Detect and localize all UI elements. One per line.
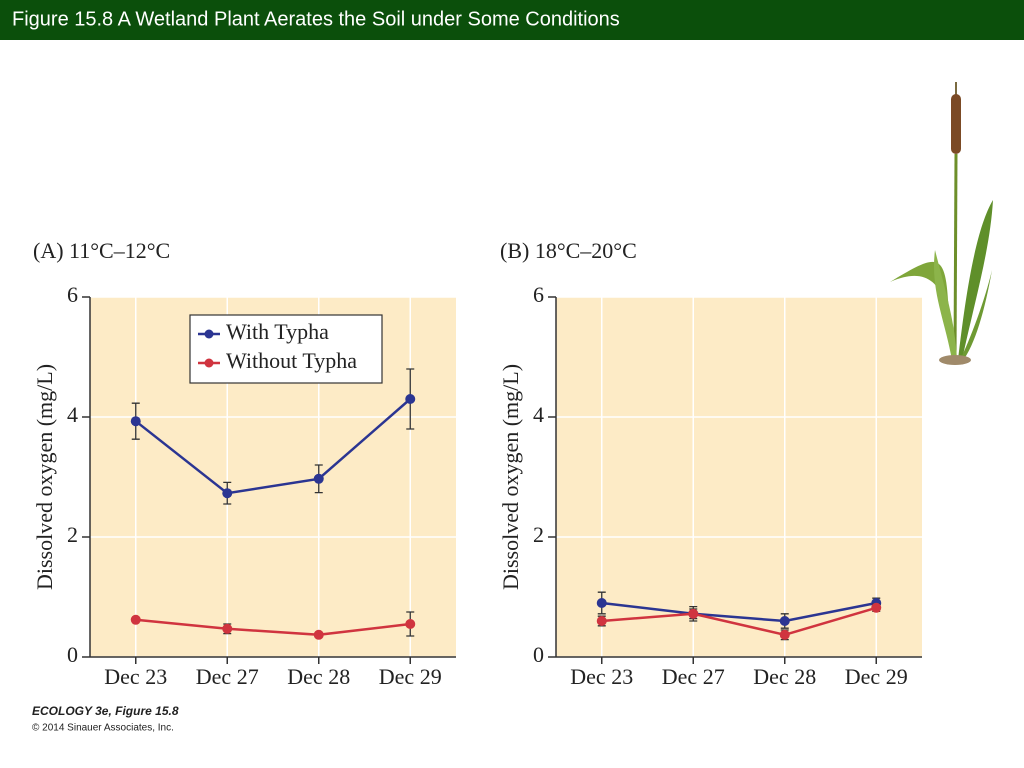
y-tick-label: 2: [67, 522, 78, 547]
data-point: [130, 614, 141, 625]
y-tick-label: 6: [67, 282, 78, 307]
header-bar: [0, 0, 1024, 40]
y-tick-label: 4: [67, 402, 78, 427]
data-point: [596, 616, 607, 626]
data-point: [405, 394, 416, 404]
y-tick-label: 6: [533, 282, 544, 307]
footer-copyright: © 2014 Sinauer Associates, Inc.: [32, 723, 174, 734]
plot-background: [556, 297, 922, 657]
y-tick-label: 0: [533, 642, 544, 667]
data-point: [313, 629, 324, 640]
data-point: [871, 602, 882, 613]
chart-title: (A) 11°C–12°C: [33, 238, 170, 263]
data-point: [222, 488, 233, 499]
slide-title: Figure 15.8 A Wetland Plant Aerates the …: [12, 8, 620, 30]
footer-book: ECOLOGY 3e, Figure 15.8: [32, 704, 179, 718]
data-point: [405, 619, 416, 629]
data-point: [313, 473, 324, 484]
y-tick-label: 2: [533, 522, 544, 547]
y-tick-label: 4: [533, 402, 544, 427]
y-tick-label: 0: [67, 642, 78, 667]
cattail-illustration: [890, 82, 993, 365]
data-point: [779, 616, 790, 626]
chart-title: (B) 18°C–20°C: [500, 238, 637, 263]
series-line: [134, 398, 412, 495]
legend-label: Without Typha: [226, 348, 357, 373]
x-tick-label: Dec 28: [753, 664, 816, 689]
data-point: [688, 608, 699, 619]
legend-marker: [204, 358, 214, 368]
series-line: [601, 601, 877, 623]
legend-label: With Typha: [226, 319, 329, 344]
y-axis-label: Dissolved oxygen (mg/L): [498, 364, 523, 590]
x-tick-label: Dec 29: [379, 664, 442, 689]
series-line: [135, 618, 411, 637]
x-tick-label: Dec 27: [662, 664, 725, 689]
x-tick-label: Dec 28: [287, 664, 350, 689]
y-axis-label: Dissolved oxygen (mg/L): [32, 364, 57, 590]
data-point: [596, 598, 607, 608]
data-point: [222, 623, 233, 634]
data-point: [779, 629, 790, 640]
x-tick-label: Dec 23: [570, 664, 633, 689]
x-tick-label: Dec 27: [196, 664, 259, 689]
data-point: [130, 416, 141, 427]
legend-marker: [204, 329, 214, 339]
x-tick-label: Dec 23: [104, 664, 167, 689]
legend-box: [189, 314, 383, 384]
x-tick-label: Dec 29: [845, 664, 908, 689]
series-line: [601, 606, 877, 637]
